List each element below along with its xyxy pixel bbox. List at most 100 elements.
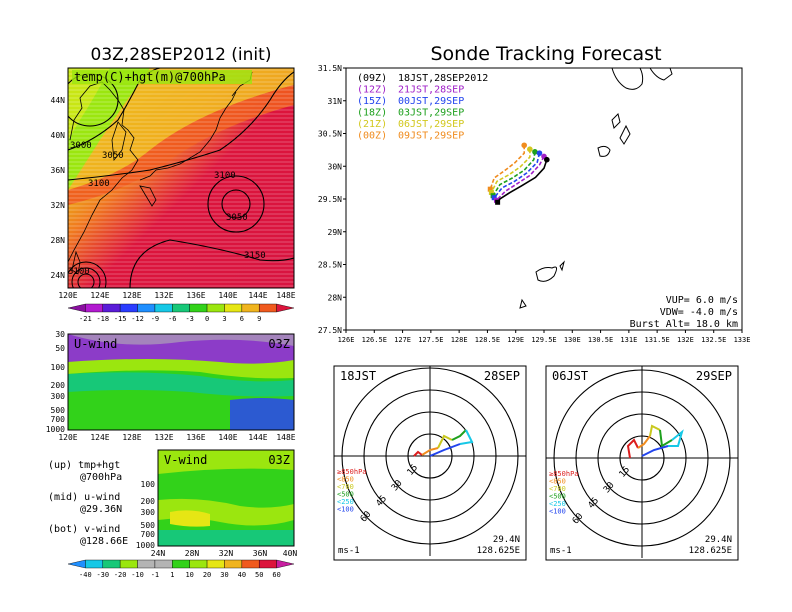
korea-coastline — [111, 121, 127, 162]
hodo-right-level-legend-0: ≥850hPa — [549, 470, 579, 478]
wind-colorbar-swatch-6 — [172, 559, 190, 569]
right-title: Sonde Tracking Forecast — [430, 43, 661, 65]
temp-colorbar-swatch-3 — [119, 303, 138, 313]
u-p-700: 700 — [51, 415, 66, 424]
wind-colorbar-label-10: 50 — [255, 571, 263, 579]
v-lat-40N: 40N — [283, 549, 298, 558]
wind-colorbar-swatch-8 — [206, 559, 225, 569]
wind-colorbar-label-7: 20 — [203, 571, 211, 579]
track-lon-11: 131.5E — [644, 336, 669, 344]
hodo-right-level-legend-5: <100 — [549, 508, 566, 516]
typhoon-contour-inner — [221, 189, 251, 219]
v-wind-core — [170, 510, 210, 527]
hodo-right-segment-850 — [626, 438, 639, 459]
u-wind-east-easterly — [230, 398, 294, 430]
temp-colorbar-label-10: 9 — [257, 315, 261, 323]
v-p-100: 100 — [141, 480, 156, 489]
track-legend-time-0: 18JST,28SEP2012 — [398, 73, 488, 84]
track-legend-time-1: 21JST,28SEP — [398, 85, 464, 96]
track-lon-5: 128.5E — [475, 336, 500, 344]
temp-colorbar-label-5: -6 — [168, 315, 176, 323]
track-legend-time-5: 09JST,29SEP — [398, 131, 464, 142]
wind-colorbar-label-6: 10 — [185, 571, 193, 579]
temp-colorbar-swatch-11 — [259, 303, 277, 313]
track-lat-4: 29.5N — [318, 195, 342, 204]
hodo-left-segment-250 — [451, 429, 467, 441]
temperature-map-frame — [67, 67, 295, 289]
japan-coastline — [139, 91, 237, 181]
temp-colorbar-label-6: -3 — [185, 315, 193, 323]
hodograph-right-date: 29SEP — [696, 369, 732, 383]
temp-colorbar-swatch-6 — [172, 303, 190, 313]
track-lon-2: 127E — [394, 336, 411, 344]
u-wind-pressure-labels: 30 50 100 200 300 500 700 1000 — [46, 330, 65, 434]
island-kuchinoerabu — [611, 113, 621, 129]
wind-colorbar-label-5: 1 — [170, 571, 174, 579]
u-wind-panel: U-wind 03Z 30 50 100 200 300 500 700 100… — [46, 330, 296, 442]
track-lon-0: 126E — [338, 336, 355, 344]
temperature-colorbar: -21 -18 -15 -12 -9 -6 -3 0 3 6 9 — [67, 303, 295, 323]
track-map: 31.5N 31N 30.5N 30N 29.5N 29N 28.5N 28N 27.5N 12… — [318, 64, 751, 344]
hodo-left-segment-850 — [413, 450, 423, 457]
track-legend-run-5: (00Z) — [357, 131, 387, 142]
track-lat-3: 30N — [328, 162, 343, 171]
track-lon-labels: 126E 126.5E 127E 127.5E 128E 128.5E 129E 129.5E… — [338, 330, 750, 344]
track-legend-time-4: 06JST,29SEP — [398, 119, 464, 130]
u-lon-136E: 136E — [186, 433, 205, 442]
legend-line1b: @700hPa — [80, 472, 122, 483]
hodo-left-level-legend-5: <100 — [337, 506, 354, 514]
track-islands — [519, 68, 673, 309]
v-p-1000: 1000 — [136, 541, 155, 550]
track-lon-12: 132E — [677, 336, 694, 344]
temp-colorbar-swatch-2 — [102, 303, 121, 313]
hodo-left-segment-500 — [437, 434, 453, 449]
sonde-parameters: VUP= 6.0 m/s VDW= -4.0 m/s Burst Alt= 18… — [630, 295, 738, 330]
u-p-500: 500 — [51, 406, 66, 415]
track-lon-4: 128E — [451, 336, 468, 344]
hatch-overlay — [68, 68, 294, 288]
legend-line2a: (mid) u-wind — [48, 492, 120, 503]
track-line-2 — [493, 153, 541, 199]
track-legend-run-0: (09Z) — [357, 73, 387, 84]
v-wind-upper-band — [158, 450, 294, 474]
island-amami — [535, 266, 558, 282]
hodograph-left-trace — [413, 429, 474, 457]
track-legend-run-4: (21Z) — [357, 119, 387, 130]
v-lat-32N: 32N — [219, 549, 234, 558]
track-lat-labels: 31.5N 31N 30.5N 30N 29.5N 29N 28.5N 28N 27.5N — [318, 64, 346, 335]
u-lon-148E: 148E — [276, 433, 295, 442]
track-landing-point-2 — [491, 195, 497, 201]
u-p-100: 100 — [51, 363, 66, 372]
hodograph-right-lat: 29.4N — [705, 535, 732, 545]
v-p-700: 700 — [141, 530, 156, 539]
contour-label-3100-sw: 3100 — [68, 267, 90, 277]
temperature-map: temp(C)+hgt(m)@700hPa 3000 3050 3100 310… — [51, 67, 296, 300]
temp-colorbar-label-3: -12 — [131, 315, 144, 323]
u-lon-132E: 132E — [154, 433, 173, 442]
contour-label-3050-typhoon: 3050 — [226, 213, 248, 223]
u-lon-140E: 140E — [218, 433, 237, 442]
v-p-300: 300 — [141, 508, 156, 517]
track-lat-6: 28.5N — [318, 261, 342, 270]
v-wind-label: V-wind — [164, 453, 207, 467]
burst-alt-text: Burst Alt= 18.0 km — [630, 319, 738, 330]
track-landing-point-0 — [495, 199, 501, 205]
track-landing-point-5 — [487, 186, 493, 192]
wind-colorbar: -40 -30 -20 -10 -1 1 10 20 30 40 50 60 — [67, 559, 295, 579]
left-title: 03Z,28SEP2012 (init) — [91, 45, 272, 65]
track-launch-point-3 — [532, 149, 538, 155]
u-wind-frame — [67, 333, 295, 431]
track-lon-10: 131E — [620, 336, 637, 344]
hodograph-right-trace — [626, 424, 684, 459]
contour-label-3100-east: 3100 — [214, 171, 236, 181]
island-north-2 — [649, 68, 673, 81]
wind-colorbar-swatch-1 — [85, 559, 103, 569]
contour-label-3100-west: 3100 — [88, 179, 110, 189]
track-legend-time-2: 00JST,29SEP — [398, 96, 464, 107]
island-tanegashima — [619, 124, 631, 145]
track-lat-1: 31N — [328, 97, 343, 106]
contour-3100 — [68, 71, 294, 181]
v-wind-lower-band — [158, 530, 294, 546]
temperature-map-label: temp(C)+hgt(m)@700hPa — [74, 70, 226, 84]
